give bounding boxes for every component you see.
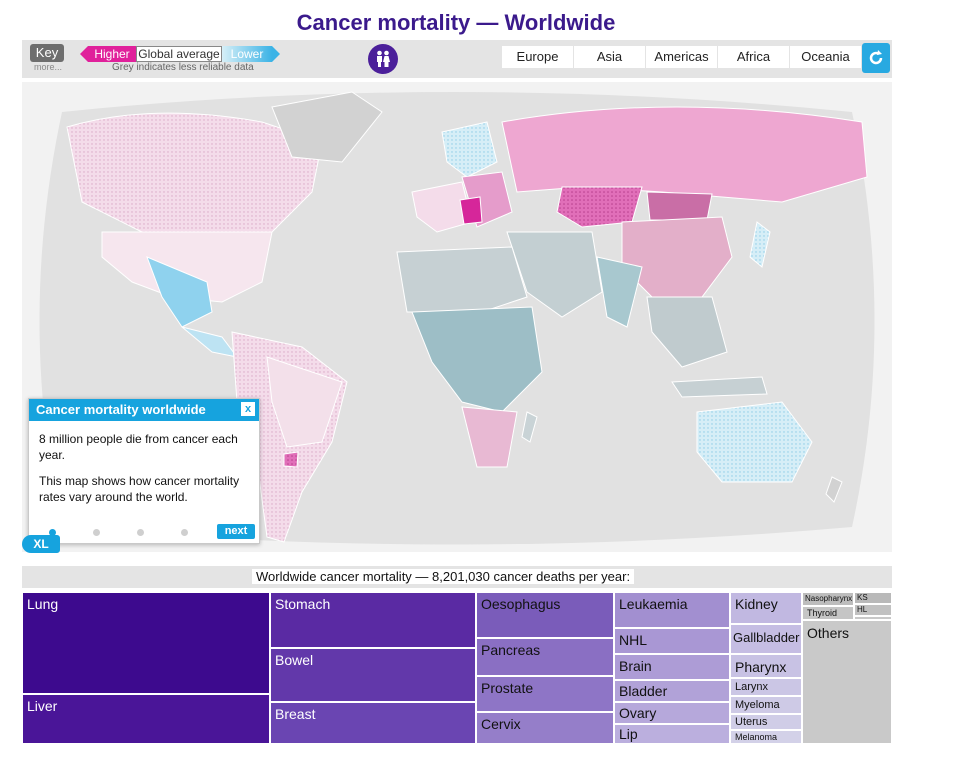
treemap-cell-liver[interactable]: Liver <box>22 694 270 744</box>
treemap-cell-small[interactable] <box>854 616 892 620</box>
treemap-cell-oesophagus[interactable]: Oesophagus <box>476 592 614 638</box>
region-uruguay[interactable] <box>283 451 299 468</box>
region-balkans[interactable] <box>459 196 483 225</box>
info-paragraph-2: This map shows how cancer mortality rate… <box>39 474 240 504</box>
treemap-caption-bar: Worldwide cancer mortality — 8,201,030 c… <box>22 566 892 588</box>
treemap: Lung Liver Stomach Bowel Breast Oesophag… <box>22 592 892 744</box>
treemap-cell-bowel[interactable]: Bowel <box>270 648 476 702</box>
treemap-cell-lip[interactable]: Lip <box>614 724 730 744</box>
higher-arrow-icon <box>80 46 88 62</box>
treemap-cell-others[interactable]: Others <box>802 620 892 744</box>
treemap-cell-myeloma[interactable]: Myeloma <box>730 696 802 714</box>
reset-button[interactable] <box>862 43 890 73</box>
lower-arrow-icon <box>272 46 280 62</box>
treemap-cell-melanoma[interactable]: Melanoma <box>730 730 802 744</box>
treemap-cell-brain[interactable]: Brain <box>614 654 730 680</box>
pagination-dots <box>49 529 188 536</box>
page-title: Cancer mortality — Worldwide <box>296 10 616 35</box>
next-button[interactable]: next <box>217 524 255 539</box>
tab-asia[interactable]: Asia <box>574 46 645 68</box>
treemap-cell-hl[interactable]: HL <box>854 604 892 616</box>
treemap-cell-prostate[interactable]: Prostate <box>476 676 614 712</box>
region-greenland[interactable] <box>271 91 383 163</box>
region-japan[interactable] <box>749 221 771 268</box>
treemap-cell-leukaemia[interactable]: Leukaemia <box>614 592 730 628</box>
people-button[interactable] <box>368 44 398 74</box>
treemap-cell-bladder[interactable]: Bladder <box>614 680 730 702</box>
page-dot-3[interactable] <box>137 529 144 536</box>
treemap-cell-breast[interactable]: Breast <box>270 702 476 744</box>
region-southern-africa[interactable] <box>461 406 518 468</box>
info-paragraph-1: 8 million people die from cancer each ye… <box>39 432 238 462</box>
info-panel-header: Cancer mortality worldwide x <box>29 399 259 421</box>
zoom-xl-button[interactable]: XL <box>22 535 60 553</box>
tab-africa[interactable]: Africa <box>718 46 789 68</box>
region-western-europe[interactable] <box>411 181 473 233</box>
region-mexico[interactable] <box>146 256 213 328</box>
region-kazakhstan[interactable] <box>556 186 643 228</box>
people-icon <box>377 50 390 67</box>
info-panel: Cancer mortality worldwide x 8 million p… <box>28 398 260 544</box>
treemap-cell-kidney[interactable]: Kidney <box>730 592 802 624</box>
region-scandinavia[interactable] <box>441 121 498 178</box>
refresh-icon <box>869 50 883 65</box>
region-russia[interactable] <box>501 106 868 203</box>
treemap-cell-gallbladder[interactable]: Gallbladder <box>730 624 802 654</box>
tab-oceania[interactable]: Oceania <box>790 46 861 68</box>
legend-average: Global average <box>136 46 222 62</box>
legend-higher: Higher <box>88 46 136 62</box>
legend-lower: Lower <box>222 46 272 62</box>
region-mongolia[interactable] <box>646 191 713 221</box>
treemap-cell-ovary[interactable]: Ovary <box>614 702 730 724</box>
treemap-cell-lung[interactable]: Lung <box>22 592 270 694</box>
region-north-africa[interactable] <box>396 246 528 313</box>
page-dot-2[interactable] <box>93 529 100 536</box>
region-tabs: Europe Asia Americas Africa Oceania <box>502 46 861 68</box>
legend-scale: Higher Global average Lower <box>80 46 280 62</box>
close-icon[interactable]: x <box>241 402 255 416</box>
region-new-zealand[interactable] <box>825 476 843 503</box>
treemap-cell-nasopharynx[interactable]: Nasopharynx <box>802 592 854 606</box>
key-button[interactable]: Key <box>30 44 64 62</box>
info-panel-body: 8 million people die from cancer each ye… <box>29 421 259 505</box>
region-india[interactable] <box>596 256 643 328</box>
treemap-cell-stomach[interactable]: Stomach <box>270 592 476 648</box>
info-panel-title: Cancer mortality worldwide <box>36 402 206 417</box>
tab-americas[interactable]: Americas <box>646 46 717 68</box>
treemap-cell-pharynx[interactable]: Pharynx <box>730 654 802 678</box>
toolbar: Key more... Higher Global average Lower … <box>22 40 892 78</box>
region-indonesia[interactable] <box>671 376 768 398</box>
treemap-cell-larynx[interactable]: Larynx <box>730 678 802 696</box>
region-madagascar[interactable] <box>521 411 538 443</box>
region-brazil[interactable] <box>266 356 343 448</box>
treemap-cell-pancreas[interactable]: Pancreas <box>476 638 614 676</box>
page-dot-4[interactable] <box>181 529 188 536</box>
treemap-cell-nhl[interactable]: NHL <box>614 628 730 654</box>
treemap-caption: Worldwide cancer mortality — 8,201,030 c… <box>252 569 635 584</box>
region-middle-east[interactable] <box>506 231 603 318</box>
treemap-cell-cervix[interactable]: Cervix <box>476 712 614 744</box>
treemap-cell-uterus[interactable]: Uterus <box>730 714 802 730</box>
treemap-cell-ks[interactable]: KS <box>854 592 892 604</box>
tab-europe[interactable]: Europe <box>502 46 573 68</box>
legend-note: Grey indicates less reliable data <box>112 62 254 73</box>
page-dot-1[interactable] <box>49 529 56 536</box>
region-australia[interactable] <box>696 401 813 483</box>
treemap-cell-thyroid[interactable]: Thyroid <box>802 606 854 620</box>
key-more-link[interactable]: more... <box>34 62 63 72</box>
region-southeast-asia[interactable] <box>646 296 728 368</box>
